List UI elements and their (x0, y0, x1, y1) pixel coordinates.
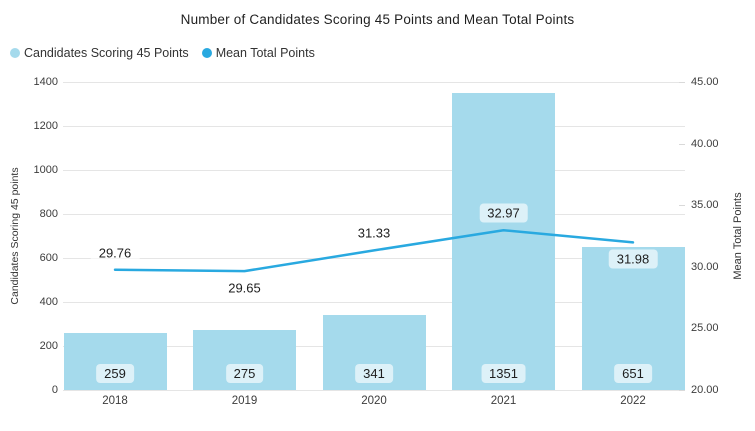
bar-value-label: 651 (614, 364, 652, 383)
y-axis-right-tickmark (679, 82, 685, 83)
y-axis-right-tickmark (679, 205, 685, 207)
legend-item-candidates: Candidates Scoring 45 Points (10, 46, 189, 60)
plot-area: 259 275 341 1351 651 29.76 29.65 31.33 32.97 31.9… (63, 82, 685, 391)
gridline (63, 390, 685, 391)
x-axis-tick-2021: 2021 (490, 395, 517, 407)
legend-marker-candidates-icon (10, 48, 20, 58)
y-axis-right-tick: 45.00 (691, 76, 719, 88)
bar-value-label: 275 (225, 364, 264, 383)
legend: Candidates Scoring 45 Points Mean Total … (10, 46, 315, 60)
y-axis-left-tick: 200 (39, 340, 58, 352)
x-axis-tick-2020: 2020 (361, 395, 387, 407)
y-axis-right-tick: 20.00 (691, 384, 719, 396)
bar-value-label: 1351 (481, 364, 526, 383)
y-axis-left-tick: 1000 (33, 164, 58, 176)
line-value-label: 29.76 (90, 243, 140, 263)
bar-value-label: 259 (96, 364, 134, 383)
x-axis-tick-2022: 2022 (620, 395, 646, 407)
y-axis-left-tick: 0 (51, 384, 58, 396)
gridline (63, 170, 685, 171)
y-axis-right-tick: 25.00 (691, 322, 719, 335)
legend-label-mean: Mean Total Points (215, 46, 315, 60)
y-axis-left-tick: 800 (39, 208, 58, 220)
gridline (63, 302, 685, 303)
x-axis-tick-2018: 2018 (102, 395, 128, 407)
y-axis-right-tickmark (679, 390, 685, 391)
y-axis-left-tick: 1400 (33, 76, 58, 88)
legend-item-mean: Mean Total Points (201, 46, 315, 60)
line-value-label: 29.65 (220, 278, 269, 298)
bar-2021 (452, 92, 555, 390)
legend-marker-mean-icon (201, 48, 212, 58)
gridline (63, 258, 685, 259)
gridline (63, 214, 685, 215)
x-axis-tick-2019: 2019 (231, 395, 258, 407)
y-axis-right-tick: 30.00 (691, 260, 719, 273)
y-axis-left-tick: 1200 (33, 120, 58, 132)
y-axis-right-tickmark (679, 143, 685, 145)
y-axis-right-tick: 35.00 (691, 199, 719, 212)
line-value-label: 31.33 (349, 223, 399, 243)
gridline (63, 82, 685, 83)
y-axis-left-tick: 600 (39, 252, 58, 264)
bar-value-label: 341 (355, 364, 393, 383)
mean-total-points-line (113, 228, 635, 273)
y-axis-left-title: Candidates Scoring 45 points (9, 167, 21, 305)
line-value-label: 31.98 (608, 249, 658, 269)
y-axis-left-tick: 400 (39, 296, 58, 308)
line-value-label: 32.97 (479, 203, 528, 223)
y-axis-right-tick: 40.00 (691, 137, 719, 150)
gridline (63, 126, 685, 127)
legend-label-candidates: Candidates Scoring 45 Points (24, 46, 189, 60)
chart-title: Number of Candidates Scoring 45 Points a… (180, 12, 575, 27)
